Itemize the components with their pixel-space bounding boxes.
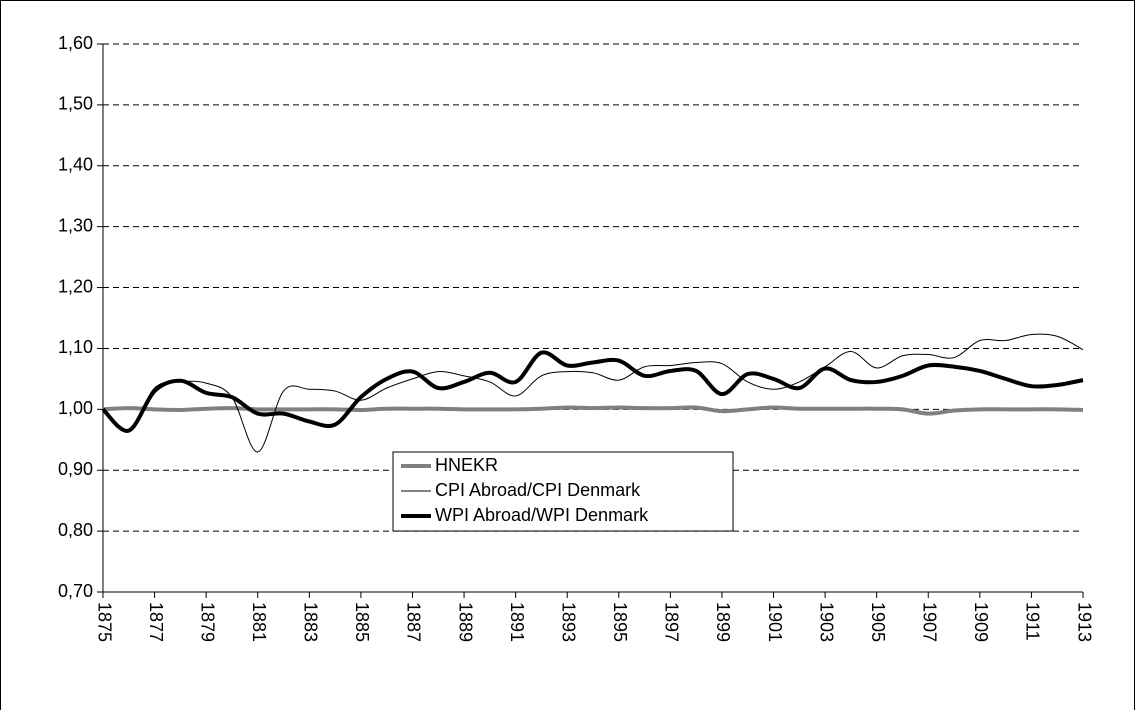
legend: HNEKR CPI Abroad/CPI Denmark WPI Abroad/WP… — [392, 451, 734, 532]
y-tick-label: 1,00 — [58, 398, 93, 418]
x-tick-label: 1905 — [868, 602, 888, 642]
y-tick-label: 1,50 — [58, 94, 93, 114]
y-tick-label: 0,90 — [58, 459, 93, 479]
x-tick-label: 1899 — [713, 602, 733, 642]
x-tick-label: 1909 — [971, 602, 991, 642]
x-tick-label: 1901 — [765, 602, 785, 642]
y-tick-label: 1,40 — [58, 155, 93, 175]
x-tick-label: 1911 — [1023, 602, 1043, 641]
y-tick-label: 1,10 — [58, 337, 93, 357]
x-tick-label: 1893 — [558, 602, 578, 642]
legend-label: WPI Abroad/WPI Denmark — [435, 505, 649, 525]
legend-label: HNEKR — [435, 455, 498, 475]
x-tick-label: 1877 — [146, 602, 166, 642]
series-line — [101, 350, 1084, 433]
x-tick-label: 1879 — [197, 602, 217, 642]
x-tick-label: 1883 — [301, 602, 321, 642]
x-tick-label: 1897 — [662, 602, 682, 642]
x-tick-label: 1875 — [94, 602, 114, 642]
y-tick-label: 0,70 — [58, 581, 93, 601]
series-line — [102, 405, 1084, 416]
x-tick-label: 1881 — [249, 602, 269, 642]
series-line — [102, 333, 1084, 453]
y-tick-label: 0,80 — [58, 520, 93, 540]
legend-box — [392, 451, 734, 532]
y-tick-label: 1,20 — [58, 276, 93, 296]
x-tick-label: 1903 — [816, 602, 836, 642]
x-tick-label: 1887 — [404, 602, 424, 642]
y-tick-label: 1,60 — [58, 33, 93, 53]
x-tick-label: 1913 — [1074, 602, 1094, 642]
x-tick-label: 1895 — [610, 602, 630, 642]
x-tick-label: 1891 — [507, 602, 527, 642]
x-tick-label: 1907 — [920, 602, 940, 642]
x-tick-label: 1889 — [455, 602, 475, 642]
y-tick-label: 1,30 — [58, 215, 93, 235]
x-tick-label: 1885 — [352, 602, 372, 642]
legend-label: CPI Abroad/CPI Denmark — [435, 480, 641, 500]
